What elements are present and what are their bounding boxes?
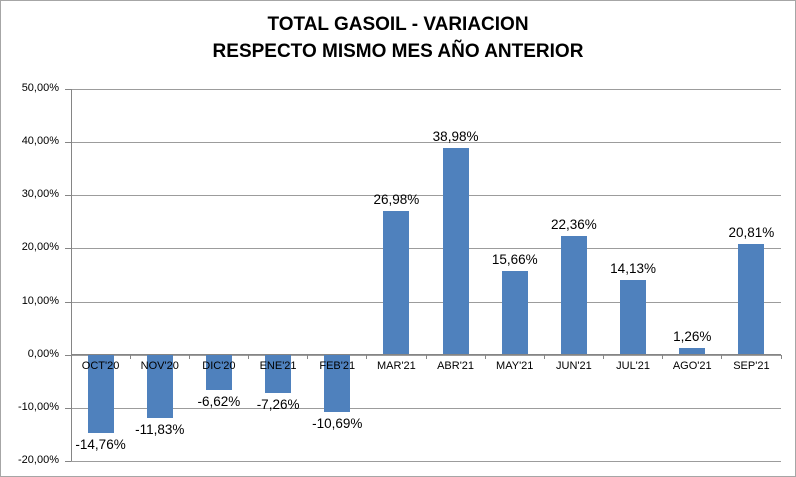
bar — [87, 354, 114, 434]
bar-value-label: 1,26% — [673, 329, 712, 345]
bar — [620, 279, 647, 355]
y-axis-tick-label: -20,00% — [18, 454, 59, 466]
gridline — [71, 88, 781, 90]
x-axis-tick — [721, 354, 723, 359]
bar — [679, 348, 706, 355]
x-axis-tick — [70, 354, 72, 359]
gridline — [71, 141, 781, 143]
bar-value-label: 15,66% — [491, 252, 538, 268]
bar — [265, 354, 292, 394]
y-axis-tick — [65, 301, 71, 303]
bar — [738, 244, 765, 355]
gridline — [71, 247, 781, 249]
x-axis-tick — [425, 354, 427, 359]
category-label: SEP'21 — [733, 359, 770, 372]
bar-value-label: 38,98% — [432, 128, 479, 144]
y-axis-tick — [65, 88, 71, 90]
y-axis-line — [70, 89, 72, 461]
bar — [442, 147, 469, 355]
x-axis-tick — [366, 354, 368, 359]
x-axis-tick — [307, 354, 309, 359]
x-axis-tick — [543, 354, 545, 359]
y-axis-tick-label: 50,00% — [21, 82, 59, 94]
x-axis-tick — [188, 354, 190, 359]
chart-title: TOTAL GASOIL - VARIACION RESPECTO MISMO … — [1, 11, 795, 65]
y-axis-tick — [65, 141, 71, 143]
x-axis-tick — [484, 354, 486, 359]
gridline — [71, 407, 781, 409]
y-axis-tick-label: -10,00% — [18, 401, 59, 413]
bar-value-label: 22,36% — [551, 216, 597, 232]
y-axis-tick-label: 0,00% — [27, 348, 59, 360]
x-axis-tick — [662, 354, 664, 359]
y-axis-tick — [65, 247, 71, 249]
chart-title-line2: RESPECTO MISMO MES AÑO ANTERIOR — [212, 41, 584, 62]
category-label: JUL'21 — [616, 359, 651, 372]
bar-value-label: -14,76% — [75, 437, 126, 453]
y-axis-tick — [65, 354, 71, 356]
bar — [146, 354, 173, 418]
category-label: JUN'21 — [556, 359, 592, 372]
y-axis-tick-label: 10,00% — [21, 295, 59, 307]
bar-value-label: -6,62% — [197, 393, 241, 409]
gridline — [71, 194, 781, 196]
bar — [501, 271, 528, 355]
category-label: AGO'21 — [672, 359, 712, 372]
x-axis-tick — [603, 354, 604, 359]
y-axis-tick — [65, 194, 71, 196]
gridline — [71, 460, 781, 462]
category-label: ABR'21 — [437, 359, 475, 372]
bar-value-label: 20,81% — [728, 225, 775, 241]
category-label: OCT'20 — [81, 359, 120, 372]
bar-value-label: -10,69% — [312, 415, 363, 431]
category-label: MAR'21 — [377, 359, 416, 372]
y-axis-tick-label: 20,00% — [21, 241, 59, 253]
x-axis-tick — [248, 354, 249, 359]
y-axis-tick-label: 40,00% — [21, 135, 59, 147]
bar — [205, 354, 232, 390]
category-label: ENE'21 — [259, 359, 297, 372]
bar-value-label: 26,98% — [373, 192, 420, 208]
category-label: DIC'20 — [202, 359, 236, 372]
bar — [560, 235, 587, 355]
gridline — [71, 301, 781, 303]
y-axis-tick — [65, 407, 71, 409]
bar-value-label: -7,26% — [256, 397, 300, 413]
bar-value-label: 14,13% — [610, 260, 656, 276]
y-axis-tick-label: 30,00% — [21, 188, 59, 200]
chart-title-line1: TOTAL GASOIL - VARIACION — [267, 14, 529, 35]
bar — [383, 211, 410, 355]
x-axis-tick — [780, 354, 782, 359]
category-label: FEB'21 — [319, 359, 356, 372]
bar — [324, 354, 351, 412]
bar-value-label: -11,83% — [135, 421, 185, 437]
x-axis-tick — [129, 354, 131, 359]
category-label: NOV'20 — [140, 359, 179, 372]
y-axis-tick — [65, 460, 71, 462]
category-label: MAY'21 — [496, 359, 534, 372]
